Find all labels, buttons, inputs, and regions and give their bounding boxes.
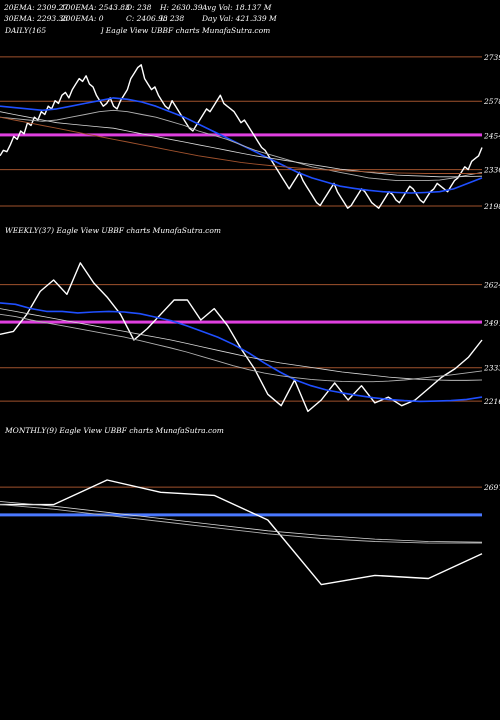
weekly-panel-title: WEEKLY(37) Eagle View UBBF charts Munafa…: [5, 226, 221, 235]
daily-ema_blue-line: [0, 97, 483, 194]
weekly-tick-label-1: 2491: [483, 319, 500, 328]
monthly-highlight-band: [0, 513, 482, 517]
header-ema200: 200EMA: 0: [61, 14, 104, 23]
weekly-tick-label-3: 2216: [483, 397, 500, 406]
header-avg-vol: Avg Vol: 18.137 M: [202, 3, 272, 12]
daily-subtitle: ] Eagle View UBBF charts MunafaSutra.com: [100, 26, 271, 35]
daily-tick-label-2: 2454: [483, 131, 500, 140]
monthly-price-line: [0, 479, 483, 586]
header-close: C: 2406.98: [126, 14, 168, 23]
weekly-highlight-band: [0, 320, 482, 324]
daily-ema_gray-line: [0, 109, 483, 182]
header-ema30: 30EMA: 2293.38: [4, 14, 69, 23]
weekly-ema_gray-line: [0, 313, 483, 383]
weekly-tick-label-0: 2624: [483, 281, 500, 290]
weekly-price-line: [0, 262, 483, 413]
header-high: H: 2630.39: [160, 3, 203, 12]
weekly-ema_gray2-line: [0, 308, 483, 381]
header-day-val: Day Val: 421.339 M: [202, 14, 277, 23]
header-ema100: 100EMA: 2543.83: [61, 3, 130, 12]
daily-tick-label-3: 2330: [483, 166, 500, 175]
daily-tick-label-4: 2198: [483, 202, 500, 211]
daily-panel-title: DAILY(165 ] Eagle View UBBF charts Munaf…: [5, 26, 270, 35]
monthly-ema_gray-line: [0, 504, 482, 544]
monthly-tick-label-0: 2697: [483, 483, 500, 492]
daily-tick-label-0: 2739: [483, 53, 500, 62]
header-open: O: 238: [126, 3, 152, 12]
daily-highlight-band: [0, 133, 482, 137]
daily-ema_gray2-line: [0, 111, 483, 178]
daily-tick-label-1: 2578: [483, 97, 500, 106]
daily-title: DAILY(165: [5, 26, 47, 35]
monthly-panel-title: MONTHLY(9) Eagle View UBBF charts Munafa…: [5, 426, 224, 435]
daily-ema_brown-line: [0, 116, 482, 174]
weekly-tick-label-2: 2333: [483, 364, 500, 373]
daily-price-line: [0, 64, 483, 209]
header-low: L: 238: [160, 14, 185, 23]
monthly-ema_gray2-line: [0, 501, 483, 543]
header-ema20: 20EMA: 2309.27: [4, 3, 69, 12]
weekly-ema_blue-line: [0, 302, 483, 403]
